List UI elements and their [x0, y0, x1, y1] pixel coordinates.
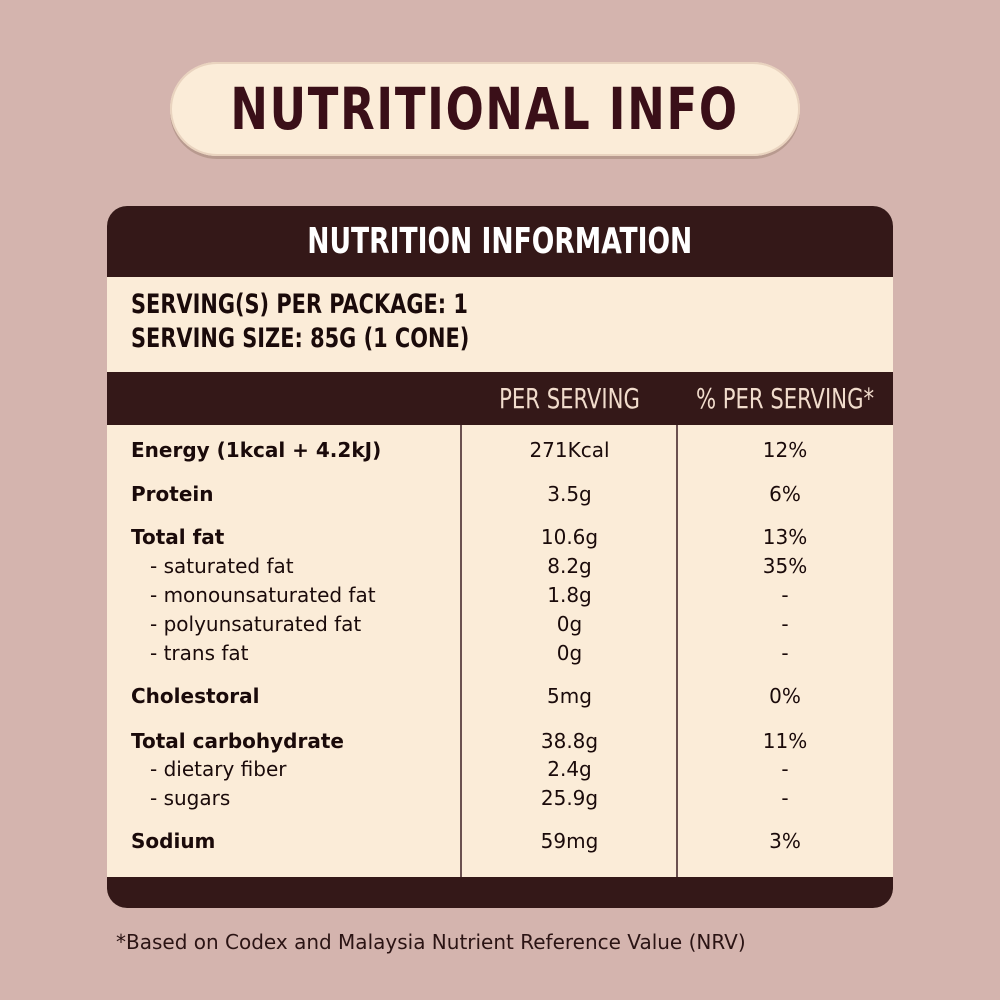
nutrient-name: Protein [131, 482, 214, 506]
footnote: *Based on Codex and Malaysia Nutrient Re… [116, 930, 746, 954]
nutrition-panel: NUTRITION INFORMATION SERVING(S) PER PAC… [107, 206, 893, 908]
column-per-serving: PER SERVING [499, 382, 640, 415]
per-serving-value: 59mg [540, 829, 599, 853]
percent-value: - [781, 757, 789, 781]
per-serving-value: 25.9g [540, 786, 599, 810]
panel-header: NUTRITION INFORMATION [107, 206, 893, 277]
percent-value: 13% [762, 525, 808, 549]
percent-value: 3% [769, 829, 801, 853]
per-serving-value: 8.2g [547, 554, 592, 578]
per-serving-value: 271Kcal [529, 438, 610, 462]
nutrient-name: - trans fat [150, 641, 249, 665]
serving-size: SERVING SIZE: 85G (1 CONE) [131, 323, 470, 354]
per-serving-value: 38.8g [540, 729, 599, 753]
percent-value: - [781, 641, 789, 665]
per-serving-value: 0g [556, 612, 583, 636]
per-serving-value: 0g [556, 641, 583, 665]
per-serving-value: 1.8g [547, 583, 592, 607]
nutrient-name: - dietary fiber [150, 757, 287, 781]
nutrient-name: - polyunsaturated fat [150, 612, 362, 636]
page-title: NUTRITIONAL INFO [230, 75, 740, 143]
nutrient-name: Cholestoral [131, 684, 260, 708]
percent-value: 11% [762, 729, 808, 753]
per-serving-value: 5mg [547, 684, 592, 708]
serving-info: SERVING(S) PER PACKAGE: 1 SERVING SIZE: … [131, 288, 469, 356]
column-percent-per-serving: % PER SERVING* [695, 382, 875, 415]
column-divider [460, 425, 462, 877]
percent-value: 12% [762, 438, 808, 462]
percent-value: - [781, 583, 789, 607]
column-divider [676, 425, 678, 877]
percent-value: 0% [769, 684, 801, 708]
per-serving-value: 3.5g [547, 482, 592, 506]
nutrient-name: - sugars [150, 786, 231, 810]
nutrient-name: Total fat [131, 525, 225, 549]
servings-per-package: SERVING(S) PER PACKAGE: 1 [131, 289, 468, 320]
panel-footer-bar [107, 877, 893, 908]
nutrient-name: Total carbohydrate [131, 729, 344, 753]
nutrient-name: Sodium [131, 829, 216, 853]
per-serving-value: 2.4g [547, 757, 592, 781]
percent-value: - [781, 612, 789, 636]
per-serving-value: 10.6g [540, 525, 599, 549]
column-header-bar: PER SERVING % PER SERVING* [107, 372, 893, 425]
nutrient-name: - monounsaturated fat [150, 583, 376, 607]
percent-value: - [781, 786, 789, 810]
percent-value: 6% [769, 482, 801, 506]
nutrient-name: - saturated fat [150, 554, 294, 578]
nutrient-name: Energy (1kcal + 4.2kJ) [131, 438, 382, 462]
title-banner: NUTRITIONAL INFO [170, 62, 800, 156]
percent-value: 35% [762, 554, 808, 578]
panel-title: NUTRITION INFORMATION [307, 221, 693, 262]
